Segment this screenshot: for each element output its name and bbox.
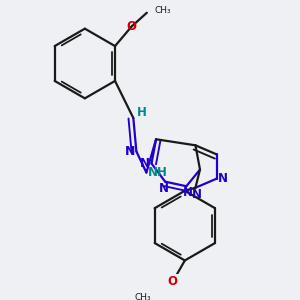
Text: N: N bbox=[183, 186, 193, 200]
Text: H: H bbox=[137, 106, 147, 119]
Text: NH: NH bbox=[148, 166, 168, 179]
Text: N: N bbox=[140, 157, 150, 170]
Text: N: N bbox=[124, 145, 135, 158]
Text: N: N bbox=[218, 172, 228, 185]
Text: N: N bbox=[192, 188, 202, 201]
Text: N: N bbox=[159, 182, 169, 195]
Text: CH₃: CH₃ bbox=[135, 293, 152, 300]
Text: O: O bbox=[168, 275, 178, 288]
Text: O: O bbox=[127, 20, 137, 33]
Text: CH₃: CH₃ bbox=[154, 6, 171, 15]
